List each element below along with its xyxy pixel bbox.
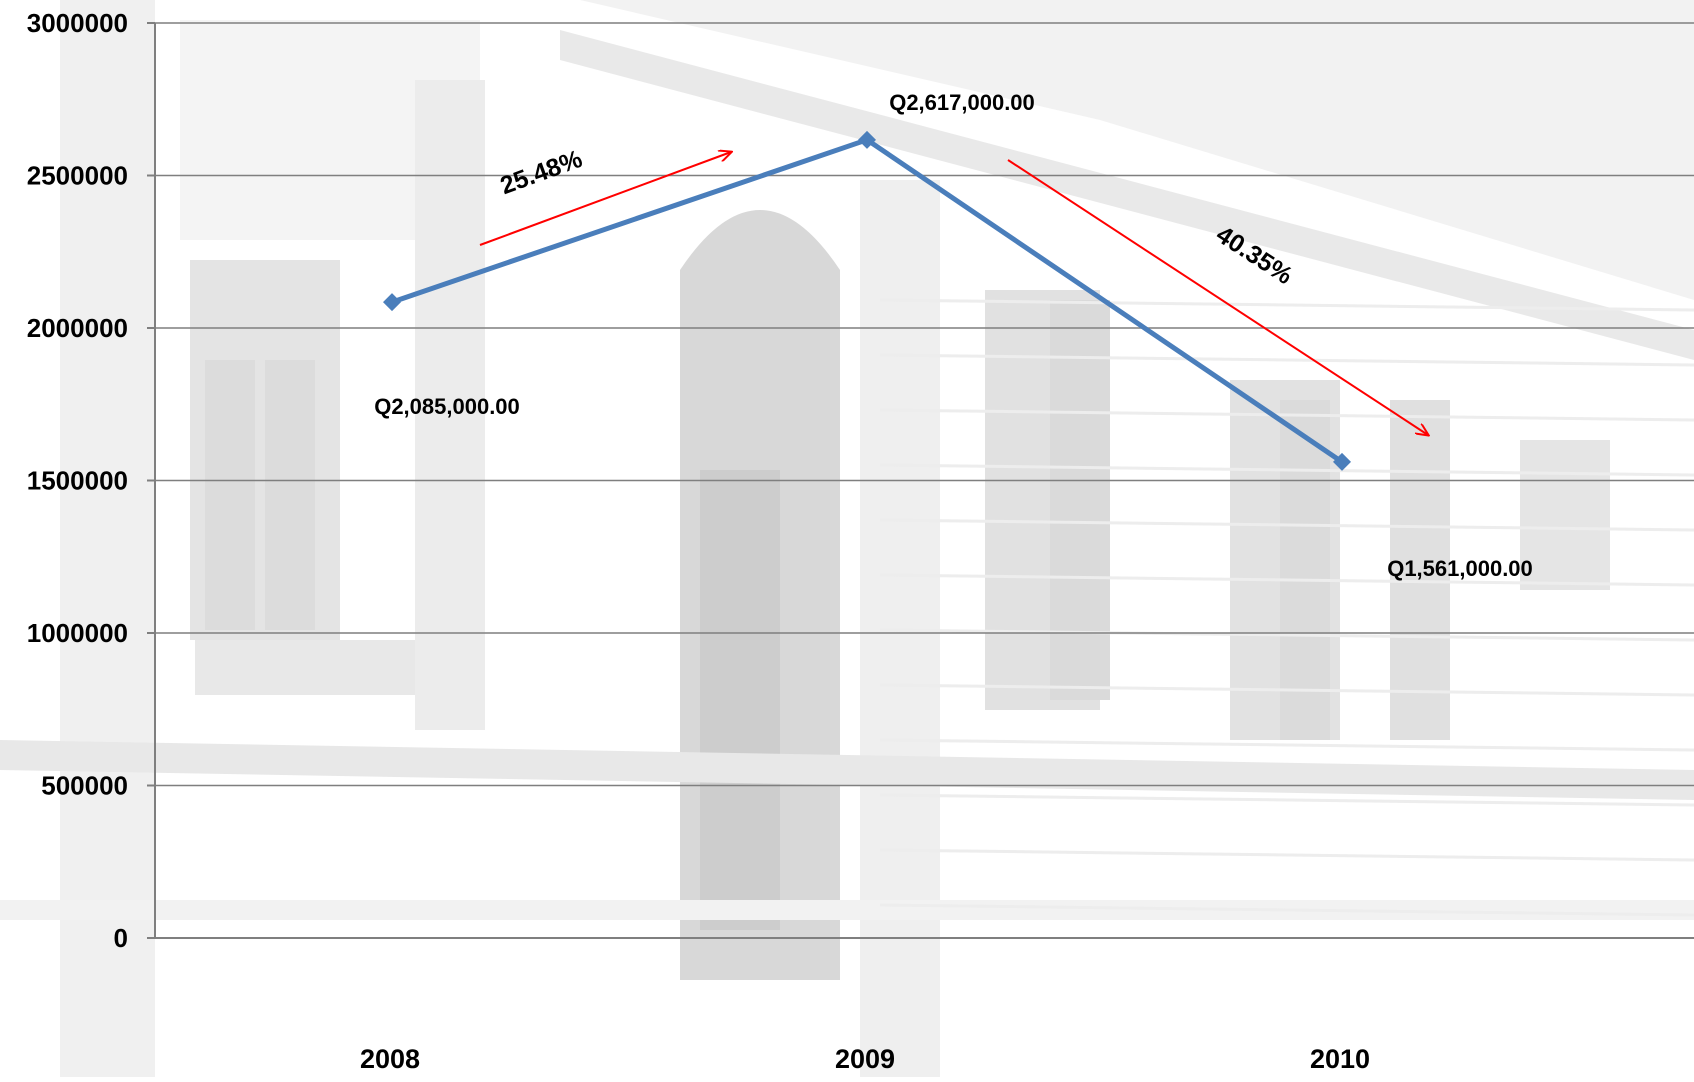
facade-masonry-line (879, 903, 1694, 917)
facade-masonry-line (879, 408, 1694, 422)
facade-window-pane-2 (265, 360, 315, 630)
axes: 0 500000 1000000 1500000 2000000 2500000 30000… (27, 8, 1694, 1074)
data-label: Q2,617,000.00 (889, 90, 1035, 115)
facade-masonry-line (879, 793, 1694, 807)
y-tick-label: 2000000 (27, 313, 128, 343)
facade-masonry-line (879, 353, 1694, 367)
facade-masonry-line (879, 628, 1694, 642)
facade-masonry-line (879, 573, 1694, 587)
data-label: Q1,561,000.00 (1387, 556, 1533, 581)
facade-masonry-line (879, 518, 1694, 532)
facade-column-3 (1280, 400, 1330, 740)
facade-pilaster-mid (860, 180, 940, 1077)
facade-pediment (580, 0, 1694, 300)
facade-masonry-line (879, 298, 1694, 312)
data-point-marker (1333, 452, 1351, 471)
labels-layer: Q2,085,000.00 Q2,617,000.00 Q1,561,000.00 (374, 90, 1533, 581)
facade-column-4 (1390, 400, 1450, 740)
y-tick-label: 1500000 (27, 466, 128, 496)
data-label: Q2,085,000.00 (374, 394, 520, 419)
gridlines (155, 22, 1694, 787)
facade-window-pane-1 (205, 360, 255, 630)
facade-pilaster-left (60, 0, 155, 1077)
y-tick-label: 1000000 (27, 618, 128, 648)
change-arrow (479, 152, 731, 246)
data-point-marker (858, 130, 876, 149)
data-point-marker (383, 293, 401, 312)
y-tick-label: 2500000 (27, 161, 128, 191)
facade-masonry-line (879, 738, 1694, 752)
facade-door-panel (700, 470, 780, 930)
x-tick-label: 2008 (360, 1044, 420, 1074)
facade-masonry-line (879, 848, 1694, 862)
y-tick-label: 0 (114, 923, 128, 953)
change-arrow (1007, 159, 1428, 435)
x-tick-label: 2010 (1310, 1044, 1370, 1074)
y-tick-label: 3000000 (27, 8, 128, 38)
facade-masonry-line (879, 463, 1694, 477)
facade-masonry-line (879, 683, 1694, 697)
facade-column-1 (415, 80, 485, 730)
x-tick-label: 2009 (835, 1044, 895, 1074)
facade-balcony-left (195, 640, 445, 695)
y-tick-label: 500000 (41, 771, 128, 801)
facade-cornice (560, 30, 1694, 360)
facade-base (0, 900, 1694, 920)
facade-window-far-right (1520, 440, 1610, 590)
series-layer (383, 130, 1351, 471)
